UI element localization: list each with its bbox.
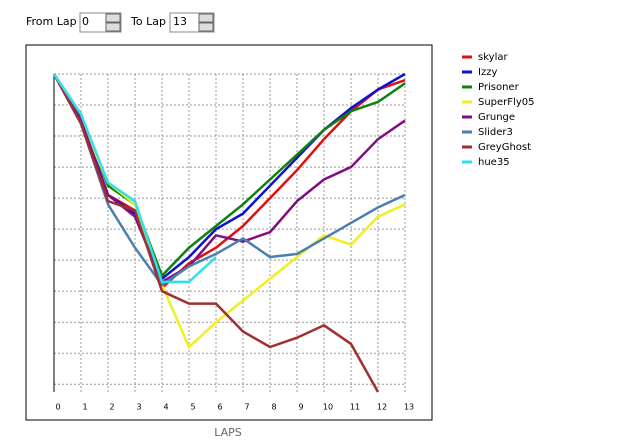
x-tick-label: 9 <box>298 403 303 412</box>
x-tick-label: 8 <box>271 403 276 412</box>
series-line <box>52 73 406 278</box>
legend-label: Grunge <box>478 112 515 123</box>
x-tick-label: 12 <box>377 403 387 412</box>
x-tick-label: 3 <box>136 403 141 412</box>
chart-frame <box>25 44 433 421</box>
x-axis-label: LAPS <box>214 426 242 439</box>
to-down[interactable] <box>198 22 214 32</box>
to-value[interactable]: 13 <box>173 15 187 28</box>
legend-label: skylar <box>478 52 508 63</box>
series-line <box>52 73 380 393</box>
from-up[interactable] <box>105 13 121 23</box>
to-label: To Lap <box>130 15 166 28</box>
legend-label: SuperFly05 <box>478 97 534 108</box>
legend-label: hue35 <box>478 157 510 168</box>
from-down[interactable] <box>105 22 121 32</box>
from-value[interactable]: 0 <box>82 15 89 28</box>
x-tick-label: 2 <box>109 403 114 412</box>
from-label: From Lap <box>26 15 77 28</box>
x-tick-label: 1 <box>82 403 87 412</box>
legend-label: Izzy <box>478 67 497 78</box>
x-tick-label: 0 <box>55 403 60 412</box>
x-tick-label: 10 <box>323 403 333 412</box>
series-line <box>52 73 406 287</box>
to-up[interactable] <box>198 13 214 23</box>
x-tick-label: 5 <box>190 403 195 412</box>
series-line <box>52 73 406 284</box>
x-tick-label: 4 <box>163 403 168 412</box>
x-tick-label: 13 <box>404 403 414 412</box>
x-tick-label: 11 <box>350 403 360 412</box>
series-line <box>52 73 217 284</box>
legend-label: GreyGhost <box>478 142 531 153</box>
legend-label: Slider3 <box>478 127 513 138</box>
x-tick-label: 7 <box>244 403 249 412</box>
legend-label: Prisoner <box>478 82 520 93</box>
x-tick-label: 6 <box>217 403 222 412</box>
